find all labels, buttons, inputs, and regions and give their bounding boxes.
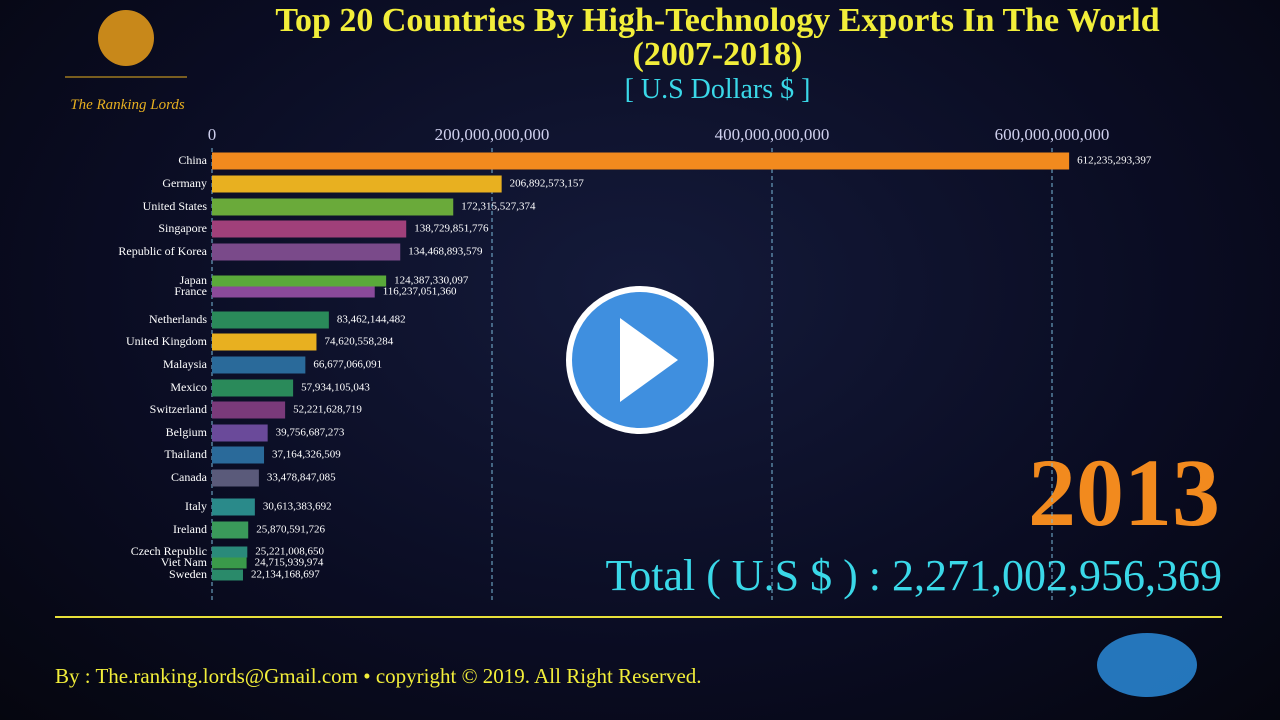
value-label: 24,715,939,974 (255, 557, 324, 569)
logo-text: The Ranking Lords (70, 97, 185, 113)
bar (212, 275, 387, 287)
bar-label: Viet Nam (161, 555, 208, 569)
bar-label: Switzerland (150, 402, 207, 416)
bar (212, 521, 249, 539)
bar (212, 401, 286, 419)
bar-label: Belgium (166, 425, 208, 439)
bar (212, 498, 255, 516)
value-label: 22,134,168,697 (251, 569, 320, 581)
bar-label: Japan (180, 273, 207, 287)
bar (212, 333, 317, 351)
bar-label: Malaysia (163, 357, 208, 371)
bar (212, 469, 259, 487)
bar (212, 175, 502, 193)
bar-label: Canada (171, 470, 208, 484)
value-label: 206,892,573,157 (510, 178, 585, 190)
bar (212, 569, 243, 581)
x-tick-label: 600,000,000,000 (995, 125, 1110, 144)
bar (212, 446, 265, 464)
play-button[interactable] (566, 286, 714, 434)
value-label: 25,870,591,726 (256, 524, 325, 536)
total-label: Total ( U.S $ ) : 2,271,002,956,369 (605, 551, 1222, 600)
x-tick-label: 400,000,000,000 (715, 125, 830, 144)
bar-label: United Kingdom (126, 334, 208, 348)
value-label: 57,934,105,043 (301, 382, 370, 394)
logo: The Ranking Lords (55, 80, 200, 114)
value-label: 83,462,144,482 (337, 314, 406, 326)
bar-label: United States (143, 199, 208, 213)
footer: By : The.ranking.lords@Gmail.com • copyr… (55, 664, 702, 688)
play-icon[interactable] (620, 318, 678, 402)
x-tick-label: 0 (208, 125, 217, 144)
bar (212, 356, 306, 374)
bar-label: China (178, 153, 207, 167)
bar-label: Italy (185, 499, 207, 513)
value-label: 52,221,628,719 (293, 404, 362, 416)
value-label: 116,237,051,360 (383, 286, 457, 298)
value-label: 138,729,851,776 (414, 223, 489, 235)
chart-subtitle: [ U.S Dollars $ ] (624, 74, 811, 105)
value-label: 612,235,293,397 (1077, 155, 1152, 167)
value-label: 66,677,066,091 (313, 359, 382, 371)
bar-label: Thailand (164, 447, 207, 461)
bar-label: Singapore (158, 221, 207, 235)
value-label: 33,478,847,085 (267, 472, 336, 484)
value-label: 25,221,008,650 (255, 546, 324, 558)
bar (212, 198, 454, 216)
bar-label: Czech Republic (131, 544, 207, 558)
bar (212, 424, 268, 442)
bar-label: Ireland (173, 522, 207, 536)
bar-label: Sweden (169, 567, 207, 581)
bar (212, 557, 247, 569)
x-tick-label: 200,000,000,000 (435, 125, 550, 144)
bar (212, 379, 294, 397)
bar (212, 286, 375, 298)
value-label: 124,387,330,097 (394, 275, 469, 287)
bar (212, 546, 248, 558)
bar (212, 220, 407, 238)
bar (212, 311, 329, 329)
bar (212, 152, 1070, 170)
value-label: 39,756,687,273 (276, 427, 345, 439)
value-label: 74,620,558,284 (324, 336, 393, 348)
year-label: 2013 (1028, 439, 1220, 546)
bar-label: Mexico (170, 380, 207, 394)
bar-label: France (174, 284, 207, 298)
value-label: 172,315,527,374 (461, 201, 536, 213)
bar-label: Republic of Korea (118, 244, 207, 258)
value-label: 37,164,326,509 (272, 449, 341, 461)
logo-icon (98, 10, 154, 66)
bar-label: Germany (162, 176, 207, 190)
bar-label: Netherlands (149, 312, 207, 326)
brain-icon (1097, 633, 1197, 697)
value-label: 134,468,893,579 (408, 246, 483, 258)
chart-title: Top 20 Countries By High-Technology Expo… (275, 2, 1160, 73)
value-label: 30,613,383,692 (263, 501, 332, 513)
bar (212, 243, 401, 261)
